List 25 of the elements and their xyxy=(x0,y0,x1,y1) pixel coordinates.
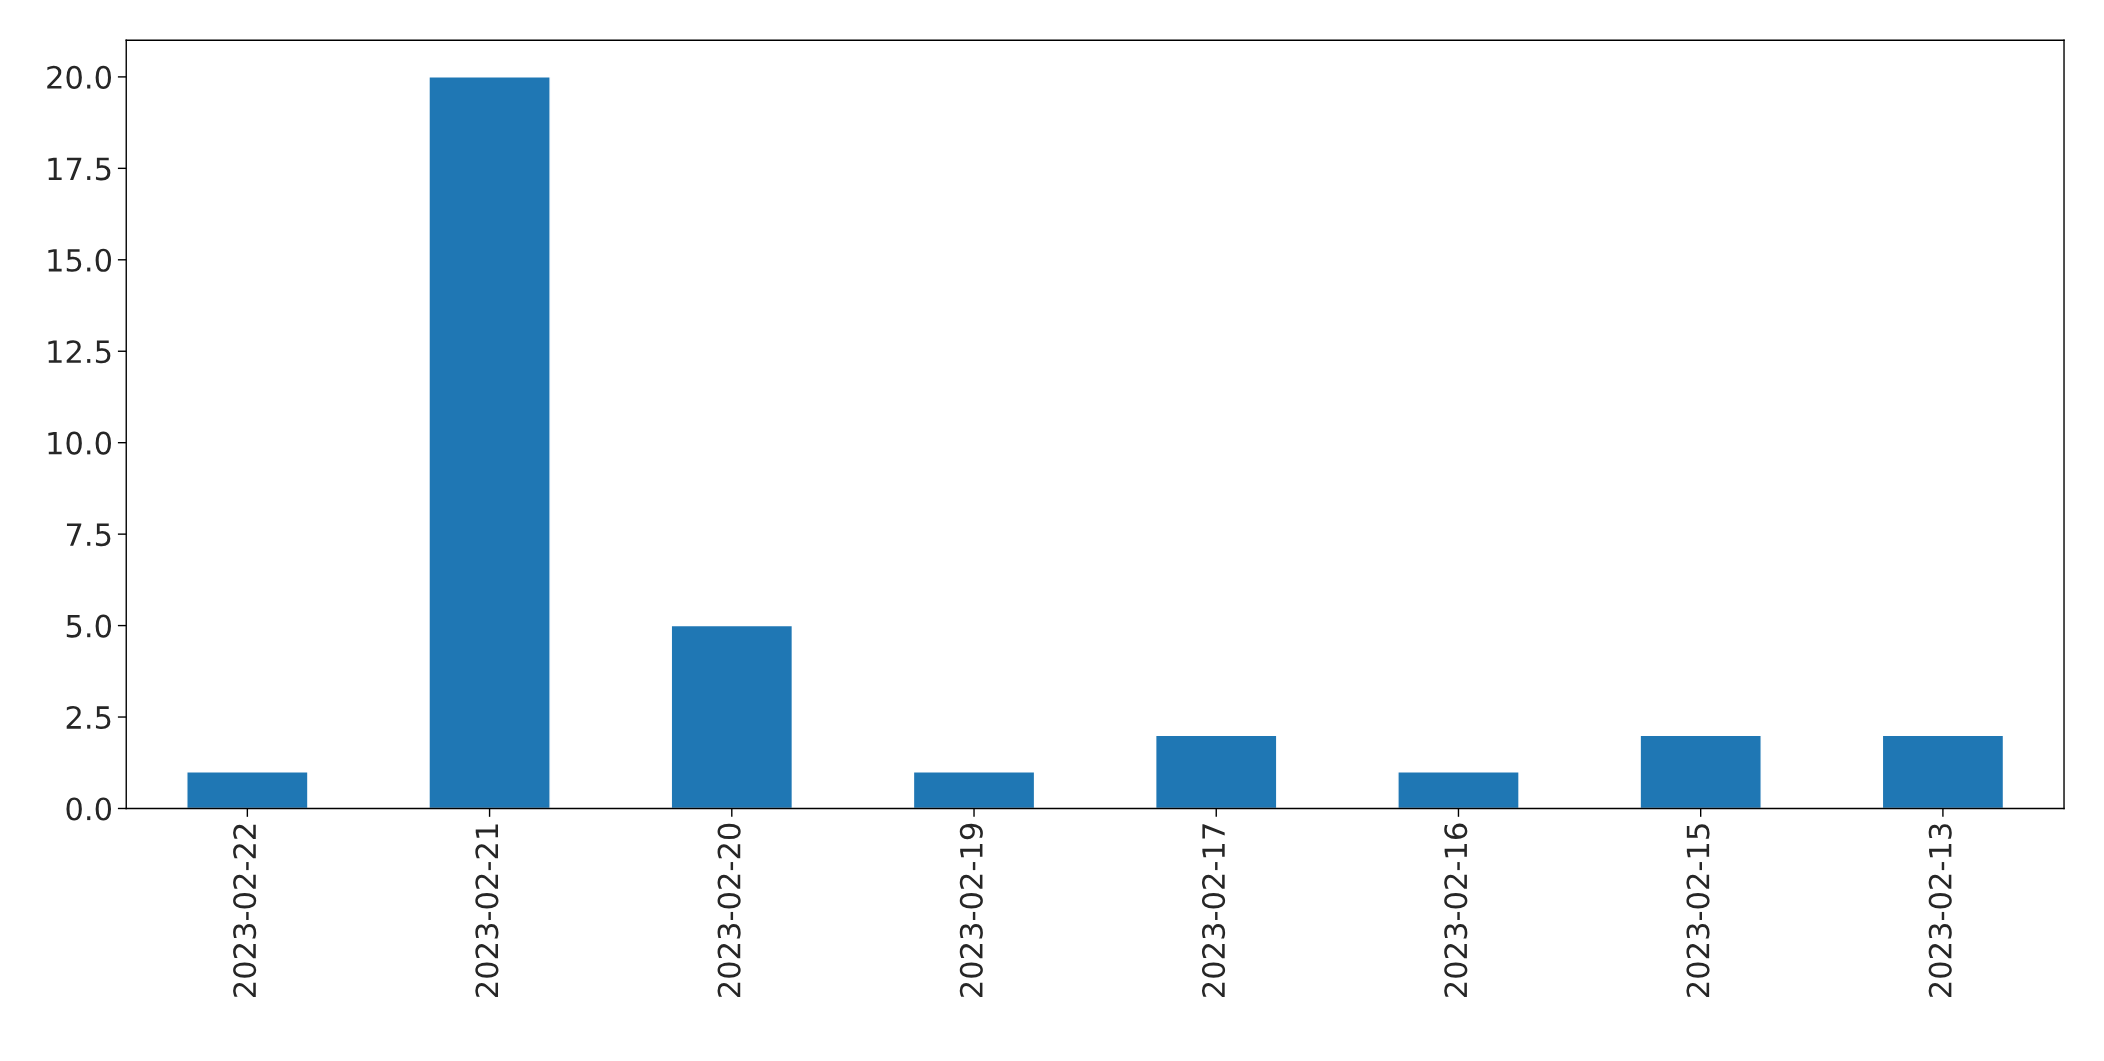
x-tick-label: 2023-02-15 xyxy=(1686,824,1710,998)
y-tick-label: 7.5 xyxy=(66,523,111,547)
bar xyxy=(1881,734,2005,809)
x-tick-label: 2023-02-20 xyxy=(717,823,741,998)
y-tick-label: 12.5 xyxy=(48,340,111,364)
x-tick-label: 2023-02-16 xyxy=(1444,823,1468,998)
bar xyxy=(1639,734,1762,809)
x-tick-label: 2023-02-17 xyxy=(1202,824,1226,998)
y-tick-label: 15.0 xyxy=(48,248,112,272)
y-tick-label: 20.0 xyxy=(47,65,112,89)
y-tick-label: 5.0 xyxy=(66,614,112,638)
bar xyxy=(428,76,551,809)
bar xyxy=(912,771,1036,809)
y-tick-label: 0.0 xyxy=(66,797,112,821)
y-tick-label: 17.5 xyxy=(48,157,111,181)
bar xyxy=(1154,734,1278,809)
bar xyxy=(1397,771,1520,809)
x-tick-label: 2023-02-13 xyxy=(1928,824,1952,998)
bar xyxy=(186,771,309,809)
y-tick-label: 2.5 xyxy=(66,705,111,730)
bar xyxy=(670,624,794,809)
x-tick-label: 2023-02-19 xyxy=(959,823,983,998)
x-tick-label: 2023-02-22 xyxy=(233,824,257,998)
y-tick-label: 10.0 xyxy=(48,431,112,455)
x-tick-label: 2023-02-21 xyxy=(475,824,499,998)
